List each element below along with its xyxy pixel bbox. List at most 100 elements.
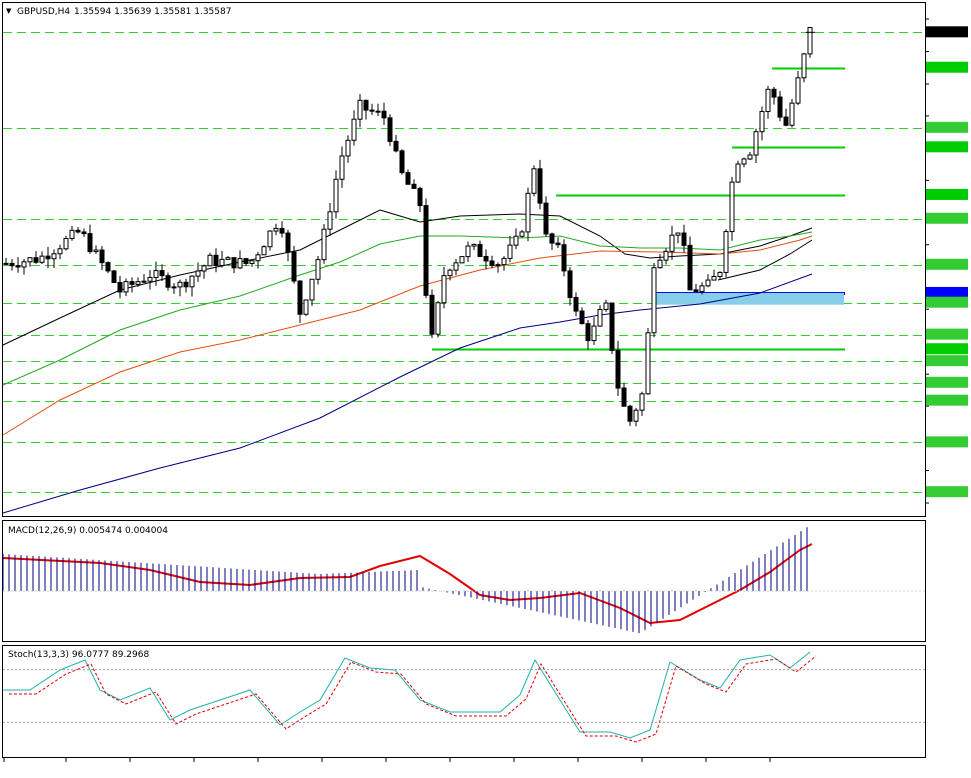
candle-body <box>153 270 159 279</box>
candle-body <box>621 387 627 407</box>
candle-body <box>285 232 291 253</box>
candle-body <box>201 265 207 272</box>
ma-green-line <box>2 231 813 386</box>
candle-body <box>525 192 531 233</box>
level-price-tag <box>926 436 968 448</box>
candle-body <box>387 117 393 142</box>
candle-body <box>483 255 489 262</box>
candle-body <box>279 227 285 234</box>
level-price-tag <box>926 188 968 200</box>
candle-body <box>69 229 75 239</box>
candle-body <box>633 409 639 422</box>
candle-body <box>309 278 315 301</box>
candle-body <box>87 233 93 253</box>
candle-body <box>243 258 249 264</box>
candle-body <box>705 279 711 287</box>
candle-body <box>105 262 111 272</box>
candle-body <box>609 302 615 351</box>
candle-body <box>129 281 135 285</box>
candle-body <box>267 230 273 248</box>
stoch-panel[interactable] <box>2 645 926 758</box>
candle-body <box>771 88 777 98</box>
candle-body <box>27 257 33 263</box>
candle-body <box>501 257 507 266</box>
candle-body <box>591 325 597 342</box>
level-price-tag <box>926 343 968 355</box>
candle-body <box>81 231 87 235</box>
ma-black-tail <box>717 239 813 281</box>
candle-body <box>687 244 693 291</box>
candle-body <box>189 275 195 288</box>
time-axis <box>3 758 771 762</box>
candle-body <box>723 231 729 273</box>
candle-body <box>117 281 123 293</box>
candle-body <box>549 233 555 244</box>
ohlc-values: 1.35594 1.35639 1.35581 1.35587 <box>74 7 231 17</box>
candle-body <box>75 229 81 233</box>
candle-body <box>51 253 57 260</box>
candle-body <box>183 281 189 288</box>
candle-body <box>411 183 417 189</box>
level-price-tag <box>926 258 968 270</box>
candle-body <box>255 254 261 262</box>
level-price-tag <box>926 486 968 498</box>
candle-body <box>273 227 279 232</box>
level-price-tag <box>926 328 968 340</box>
candle-body <box>693 289 699 293</box>
level-price-tag <box>926 376 968 388</box>
candle-body <box>597 309 603 327</box>
candle-body <box>477 243 483 257</box>
candle-body <box>711 276 717 281</box>
candle-body <box>675 232 681 236</box>
candle-body <box>33 257 39 263</box>
stoch-label: Stoch(13,3,3) 96.0777 89.2968 <box>8 650 149 660</box>
candle-body <box>765 88 771 113</box>
candle-body <box>543 202 549 235</box>
candle-body <box>519 231 525 237</box>
candle-body <box>717 271 723 278</box>
stoch-signal-line <box>9 655 817 743</box>
candle-body <box>171 286 177 289</box>
candle-body <box>735 163 741 183</box>
macd-indicator <box>2 527 925 634</box>
candle-body <box>417 187 423 207</box>
candle-body <box>465 245 471 258</box>
candle-body <box>579 310 585 325</box>
candle-body <box>381 110 387 119</box>
macd-label: MACD(12,26,9) 0.005474 0.004004 <box>8 526 168 536</box>
candle-body <box>327 211 333 230</box>
candle-body <box>333 178 339 213</box>
level-price-tag <box>926 286 968 298</box>
candle-body <box>99 249 105 264</box>
candle-body <box>141 280 147 283</box>
dropdown-arrow-icon[interactable]: ▼ <box>6 7 12 15</box>
level-price-tag <box>926 296 968 308</box>
candle-body <box>807 27 813 55</box>
candle-body <box>777 96 783 118</box>
candle-body <box>297 280 303 315</box>
candlesticks <box>3 26 815 427</box>
ma-blue-line <box>2 273 813 514</box>
candle-body <box>321 228 327 261</box>
candle-body <box>177 281 183 288</box>
candle-body <box>363 99 369 111</box>
candle-body <box>507 244 513 259</box>
candle-body <box>339 155 345 180</box>
candle-body <box>345 139 351 157</box>
candle-body <box>795 77 801 104</box>
support-zone-rect <box>652 292 844 305</box>
candle-body <box>135 281 141 285</box>
candle-body <box>435 302 441 335</box>
candle-body <box>21 261 27 268</box>
candle-body <box>399 150 405 174</box>
candle-body <box>15 265 21 268</box>
candle-body <box>555 242 561 246</box>
candle-body <box>513 235 519 246</box>
candle-body <box>753 131 759 156</box>
main-chart-panel[interactable] <box>2 2 926 517</box>
candle-body <box>249 260 255 264</box>
candle-body <box>531 168 537 194</box>
candle-body <box>3 262 9 265</box>
candle-body <box>657 259 663 269</box>
